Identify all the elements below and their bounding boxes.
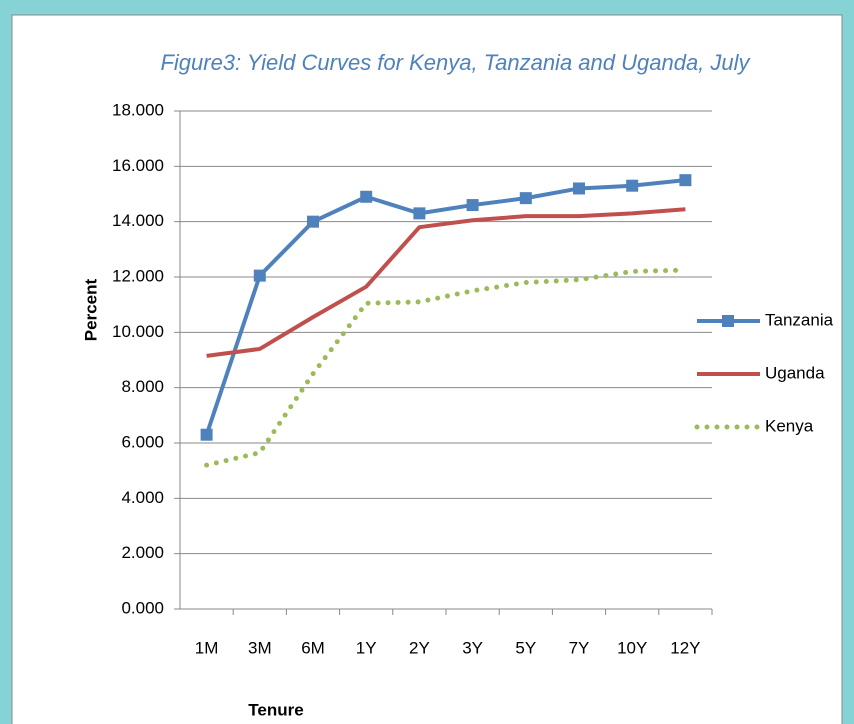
x-tick-label: 3Y [462,638,483,657]
marker [307,215,319,228]
y-tick-label: 2.000 [121,543,164,562]
marker [519,192,532,205]
x-tick-label: 10Y [617,638,647,657]
legend-label: Tanzania [765,310,834,329]
chart-title: Figure3: Yield Curves for Kenya, Tanzani… [160,50,751,75]
legend-marker [722,315,734,327]
chart-panel [11,14,843,724]
legend-label: Uganda [765,363,825,382]
marker [573,182,585,195]
y-tick-label: 0.000 [121,598,164,617]
series-line [204,267,688,468]
x-tick-label: 1Y [356,638,377,657]
y-tick-label: 4.000 [121,488,164,507]
x-axis-label: Tenure [248,700,303,719]
legend-label: Kenya [765,416,814,435]
y-tick-label: 14.000 [112,211,164,230]
marker [200,428,213,441]
y-tick-label: 12.000 [112,266,164,285]
y-tick-label: 8.000 [121,377,164,396]
marker [413,207,426,220]
series-line [206,207,686,358]
x-tick-label: 1M [195,638,219,657]
y-tick-label: 18.000 [112,100,164,119]
x-tick-label: 5Y [515,638,536,657]
y-tick-label: 6.000 [121,432,164,451]
marker [466,199,479,212]
marker [360,190,373,203]
x-tick-label: 7Y [569,638,590,657]
x-tick-label: 12Y [670,638,700,657]
x-tick-label: 2Y [409,638,430,657]
y-tick-label: 16.000 [112,156,164,175]
x-tick-label: 3M [248,638,272,657]
y-axis-label: Percent [81,278,100,341]
marker [626,179,639,192]
y-tick-label: 10.000 [112,322,164,341]
marker [253,269,266,282]
x-tick-label: 6M [301,638,325,657]
marker [679,174,692,187]
series-line [204,178,686,436]
